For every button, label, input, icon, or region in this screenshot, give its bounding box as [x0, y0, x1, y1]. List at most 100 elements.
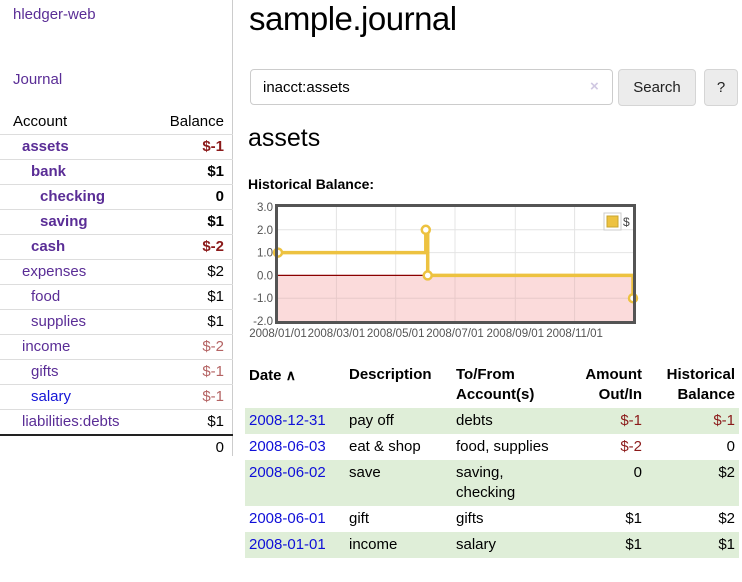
account-balance: $1	[207, 288, 224, 305]
account-balance: $1	[207, 413, 224, 430]
accounts-table-header: Account Balance	[0, 110, 233, 135]
transaction-date-link[interactable]: 2008-12-31	[249, 412, 326, 429]
accounts-table: Account Balance assets $-1 bank $1 check…	[0, 110, 233, 460]
account-row-gifts: gifts $-1	[0, 359, 233, 385]
account-balance: $-2	[202, 338, 224, 355]
clear-search-icon[interactable]: ×	[590, 78, 599, 95]
y-axis-ticks: 3.0 2.0 1.0 0.0 -1.0 -2.0	[253, 202, 273, 328]
svg-text:-1.0: -1.0	[253, 293, 273, 305]
transaction-balance: $1	[718, 536, 735, 553]
account-link-income[interactable]: income	[22, 338, 71, 355]
account-row-supplies: supplies $1	[0, 309, 233, 335]
account-balance: $1	[207, 163, 224, 180]
transaction-accounts: salary	[456, 536, 497, 553]
svg-text:2008/03/01: 2008/03/01	[308, 328, 366, 340]
register-header-row: Date ∧ Description To/From Account(s) Am…	[245, 362, 739, 408]
transaction-date-link[interactable]: 2008-06-02	[249, 464, 326, 481]
transaction-balance: $-1	[713, 412, 735, 429]
chart-title: Historical Balance:	[248, 176, 375, 192]
register-row: 2008-06-03 eat & shop food, supplies $-2…	[245, 434, 739, 460]
amount-column-header: Amount Out/In	[585, 366, 642, 403]
svg-text:-2.0: -2.0	[253, 316, 273, 328]
account-link-food[interactable]: food	[31, 288, 61, 305]
sort-ascending-icon: ∧	[285, 367, 296, 383]
sidebar: hledger-web Journal Account Balance asse…	[0, 0, 233, 456]
account-row-income: income $-2	[0, 334, 233, 360]
account-link-saving[interactable]: saving	[40, 213, 88, 230]
transaction-accounts: gifts	[456, 510, 484, 527]
help-button[interactable]: ?	[704, 69, 738, 106]
transaction-description: eat & shop	[349, 438, 421, 455]
svg-text:2008/07/01: 2008/07/01	[426, 328, 484, 340]
accounts-total-row: 0	[0, 435, 233, 460]
account-link-assets[interactable]: assets	[22, 138, 69, 155]
transaction-date-link[interactable]: 2008-06-01	[249, 510, 326, 527]
account-row-liabilities-debts: liabilities:debts $1	[0, 409, 233, 436]
account-heading: assets	[248, 124, 321, 152]
transaction-amount: 0	[633, 464, 642, 481]
account-link-supplies[interactable]: supplies	[31, 313, 87, 330]
svg-text:2008/09/01: 2008/09/01	[487, 328, 545, 340]
page-title: sample.journal	[249, 0, 457, 37]
svg-text:2008/01/01: 2008/01/01	[249, 328, 307, 340]
svg-text:2.0: 2.0	[257, 225, 273, 237]
account-balance: $2	[207, 263, 224, 280]
balance-column-header: Balance	[169, 113, 224, 130]
account-row-food: food $1	[0, 284, 233, 310]
account-link-checking[interactable]: checking	[40, 188, 106, 205]
search-bar: × Search ?	[250, 69, 738, 106]
svg-text:0.0: 0.0	[257, 270, 273, 282]
account-row-cash: cash $-2	[0, 234, 233, 260]
register-table: Date ∧ Description To/From Account(s) Am…	[245, 362, 739, 558]
transaction-date-link[interactable]: 2008-01-01	[249, 536, 326, 553]
historical-balance-chart: $ 3.0 2.0 1.0 0.0 -1.0 -2.0 2008/01/01 2…	[245, 200, 742, 352]
transaction-description: income	[349, 536, 398, 553]
transaction-amount: $-2	[620, 438, 642, 455]
legend-swatch	[606, 215, 619, 228]
account-balance: $1	[207, 213, 224, 230]
account-balance: $1	[207, 313, 224, 330]
balance-column-header: Historical Balance	[666, 366, 735, 403]
account-link-gifts[interactable]: gifts	[31, 363, 59, 380]
search-input[interactable]	[250, 69, 613, 105]
date-column-header[interactable]: Date ∧	[249, 367, 296, 384]
svg-text:1.0: 1.0	[257, 248, 273, 260]
transaction-accounts: debts	[456, 412, 493, 429]
transaction-accounts: food, supplies	[456, 438, 549, 455]
svg-text:2008/05/01: 2008/05/01	[367, 328, 425, 340]
account-row-salary: salary $-1	[0, 384, 233, 410]
account-link-cash[interactable]: cash	[31, 238, 66, 255]
app-title-link[interactable]: hledger-web	[13, 6, 96, 23]
search-button[interactable]: Search	[618, 69, 696, 106]
svg-text:3.0: 3.0	[257, 202, 273, 214]
transaction-date-link[interactable]: 2008-06-03	[249, 438, 326, 455]
account-balance: $-2	[202, 238, 224, 255]
sidebar-item-journal[interactable]: Journal	[13, 71, 63, 88]
x-axis-ticks: 2008/01/01 2008/03/01 2008/05/01 2008/07…	[249, 328, 603, 340]
account-balance: $-1	[202, 388, 224, 405]
svg-text:2008/11/01: 2008/11/01	[546, 328, 603, 340]
account-row-saving: saving $1	[0, 209, 233, 235]
register-row: 2008-06-02 save saving, checking 0 $2	[245, 460, 739, 506]
transaction-description: pay off	[349, 412, 394, 429]
account-balance: $-1	[202, 363, 224, 380]
account-column-header: Account	[13, 113, 68, 130]
transaction-amount: $-1	[620, 412, 642, 429]
transaction-amount: $1	[625, 510, 642, 527]
account-link-bank[interactable]: bank	[31, 163, 67, 180]
transaction-amount: $1	[625, 536, 642, 553]
chart-canvas: $ 3.0 2.0 1.0 0.0 -1.0 -2.0 2008/01/01 2…	[249, 202, 639, 340]
account-link-salary[interactable]: salary	[31, 388, 72, 405]
legend-label: $	[623, 215, 630, 229]
account-row-checking: checking 0	[0, 184, 233, 210]
transaction-balance: $2	[718, 510, 735, 527]
chart-legend: $	[603, 212, 630, 231]
account-link-liabilities-debts[interactable]: liabilities:debts	[22, 413, 120, 430]
transaction-description: gift	[349, 510, 370, 527]
register-row: 2008-06-01 gift gifts $1 $2	[245, 506, 739, 532]
account-link-expenses[interactable]: expenses	[22, 263, 87, 280]
account-balance: 0	[215, 188, 224, 205]
register-row: 2008-01-01 income salary $1 $1	[245, 532, 739, 558]
account-row-expenses: expenses $2	[0, 259, 233, 285]
transaction-description: save	[349, 464, 381, 481]
